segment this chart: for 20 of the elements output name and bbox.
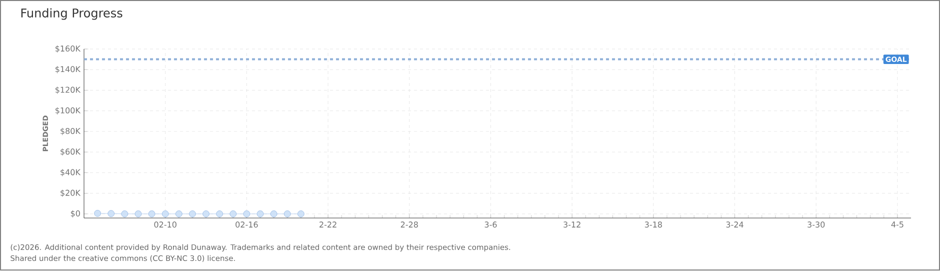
x-tick-label: 3-30 [808,222,825,228]
y-tick-label: $60K [60,148,81,156]
y-tick-label: $20K [60,190,81,198]
chart-title: Funding Progress [21,8,122,20]
x-tick-label: 3-18 [644,222,662,228]
x-tick-label: 4-5 [891,222,904,228]
y-tick-label: $160K [56,46,81,53]
y-tick-label: $0 [70,210,80,218]
x-tick-label: 3-6 [484,222,497,228]
x-tick-label: 02-16 [236,222,258,228]
x-tick-label: 02-10 [154,222,176,228]
y-tick-label: $100K [56,107,81,115]
x-tick-label: 3-24 [726,222,744,228]
y-tick-label: $80K [60,128,81,136]
y-tick-label: $140K [56,66,81,74]
x-tick-label: 2-28 [400,222,418,228]
y-tick-label: $120K [56,86,81,94]
x-tick-label: 2-22 [320,222,336,228]
x-tick-label: 3-12 [564,222,580,228]
y-tick-label: $40K [60,169,81,177]
